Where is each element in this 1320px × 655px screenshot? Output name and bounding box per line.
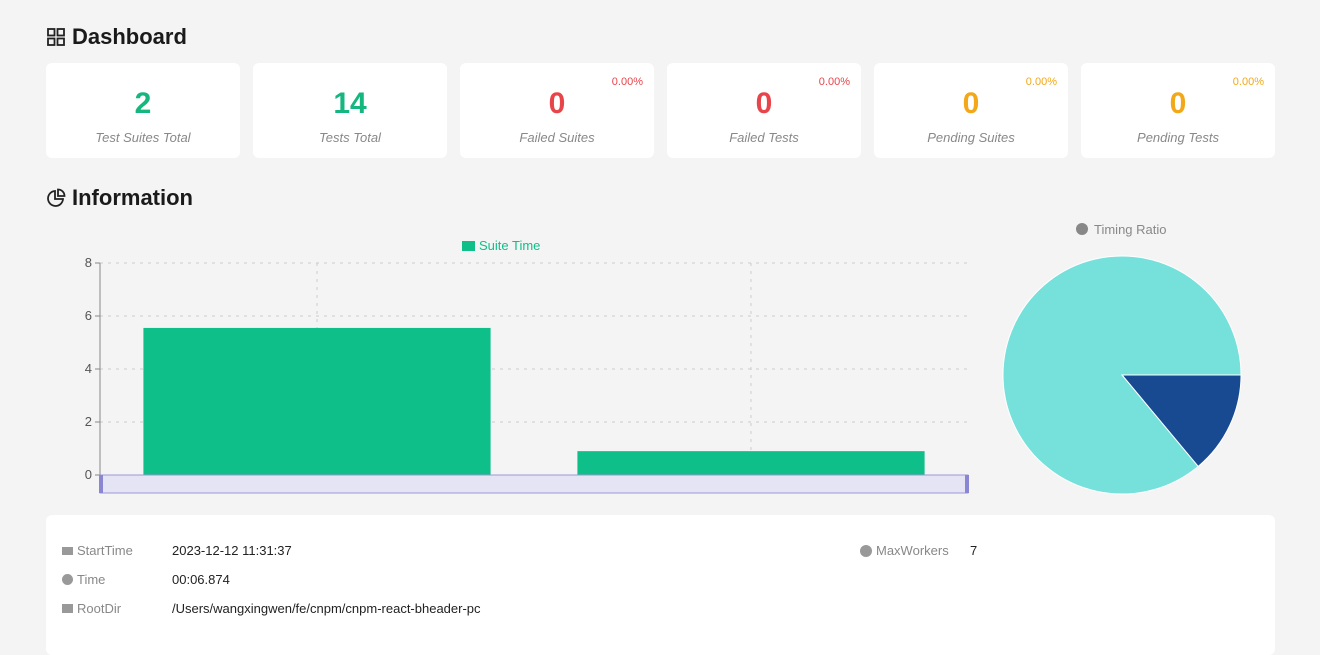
time-label: Time xyxy=(77,572,106,587)
y-tick-label: 2 xyxy=(85,414,92,429)
stat-cards: 2 Test Suites Total 14 Tests Total 0 Faile… xyxy=(46,63,1275,158)
clock-icon xyxy=(62,574,73,585)
stat-card: 0 Pending Suites 0.00% xyxy=(874,63,1068,158)
stat-value: 0 xyxy=(962,87,980,120)
stat-card: 0 Failed Suites 0.00% xyxy=(460,63,654,158)
pie-chart-icon xyxy=(47,188,66,207)
time-row: Time 00:06.874 xyxy=(62,572,230,587)
compass-icon xyxy=(860,544,872,557)
max-workers-label: MaxWorkers xyxy=(876,543,949,558)
stat-label: Pending Suites xyxy=(927,130,1015,145)
max-workers-value: 7 xyxy=(970,543,978,558)
datazoom-slider xyxy=(99,474,969,494)
stat-label: Pending Tests xyxy=(1137,130,1219,145)
dashboard-heading: Dashboard xyxy=(46,24,187,50)
legend-label: Suite Time xyxy=(479,238,540,253)
information-title: Information xyxy=(72,185,193,210)
stat-card: 0 Pending Tests 0.00% xyxy=(1081,63,1275,158)
legend-swatch xyxy=(462,241,475,251)
y-tick-label: 0 xyxy=(85,467,92,482)
root-dir-value: /Users/wangxingwen/fe/cnpm/cnpm-react-bh… xyxy=(172,601,481,616)
stat-percent: 0.00% xyxy=(1025,76,1057,88)
max-workers-row: MaxWorkers 7 xyxy=(860,543,977,558)
stat-percent: 0.00% xyxy=(611,76,643,88)
suite-time-bar-chart: 0 2 4 6 8 Suite Time xyxy=(85,238,969,494)
stat-percent: 0.00% xyxy=(818,76,850,88)
pie-icon xyxy=(1076,223,1088,235)
stat-label: Test Suites Total xyxy=(95,130,191,145)
stat-value: 0 xyxy=(548,87,566,120)
stat-value: 14 xyxy=(333,87,367,120)
dashboard-title: Dashboard xyxy=(72,24,187,49)
pie-slice xyxy=(1120,374,1242,468)
stat-value: 2 xyxy=(134,87,152,120)
stat-card: 0 Failed Tests 0.00% xyxy=(667,63,861,158)
stat-label: Tests Total xyxy=(319,130,381,145)
y-tick-label: 4 xyxy=(85,361,92,376)
bar xyxy=(143,327,491,475)
folder-icon xyxy=(62,604,73,613)
bar xyxy=(577,451,925,475)
timing-ratio-pie-chart: Timing Ratio xyxy=(1002,222,1242,495)
pie-slice xyxy=(1002,255,1242,495)
datazoom-handle-left xyxy=(99,475,103,493)
information-heading: Information xyxy=(46,185,193,211)
grid-icon xyxy=(47,28,65,46)
stat-card: 2 Test Suites Total xyxy=(46,63,240,158)
stat-percent: 0.00% xyxy=(1232,76,1264,88)
stat-value: 0 xyxy=(755,87,773,120)
run-details-panel: StartTime 2023-12-12 11:31:37 Time 00:06… xyxy=(46,515,1275,655)
stat-value: 0 xyxy=(1169,87,1187,120)
root-dir-label: RootDir xyxy=(77,601,122,616)
film-icon xyxy=(62,546,73,555)
time-value: 00:06.874 xyxy=(172,572,230,587)
stat-label: Failed Tests xyxy=(729,130,799,145)
y-tick-label: 6 xyxy=(85,308,92,323)
start-time-label: StartTime xyxy=(77,543,133,558)
pie-title: Timing Ratio xyxy=(1094,222,1166,237)
datazoom-handle-right xyxy=(965,475,969,493)
stat-card: 14 Tests Total xyxy=(253,63,447,158)
root-dir-row: RootDir /Users/wangxingwen/fe/cnpm/cnpm-… xyxy=(62,601,481,616)
y-tick-label: 8 xyxy=(85,255,92,270)
start-time-row: StartTime 2023-12-12 11:31:37 xyxy=(62,543,292,558)
start-time-value: 2023-12-12 11:31:37 xyxy=(172,543,292,558)
stat-label: Failed Suites xyxy=(519,130,595,145)
